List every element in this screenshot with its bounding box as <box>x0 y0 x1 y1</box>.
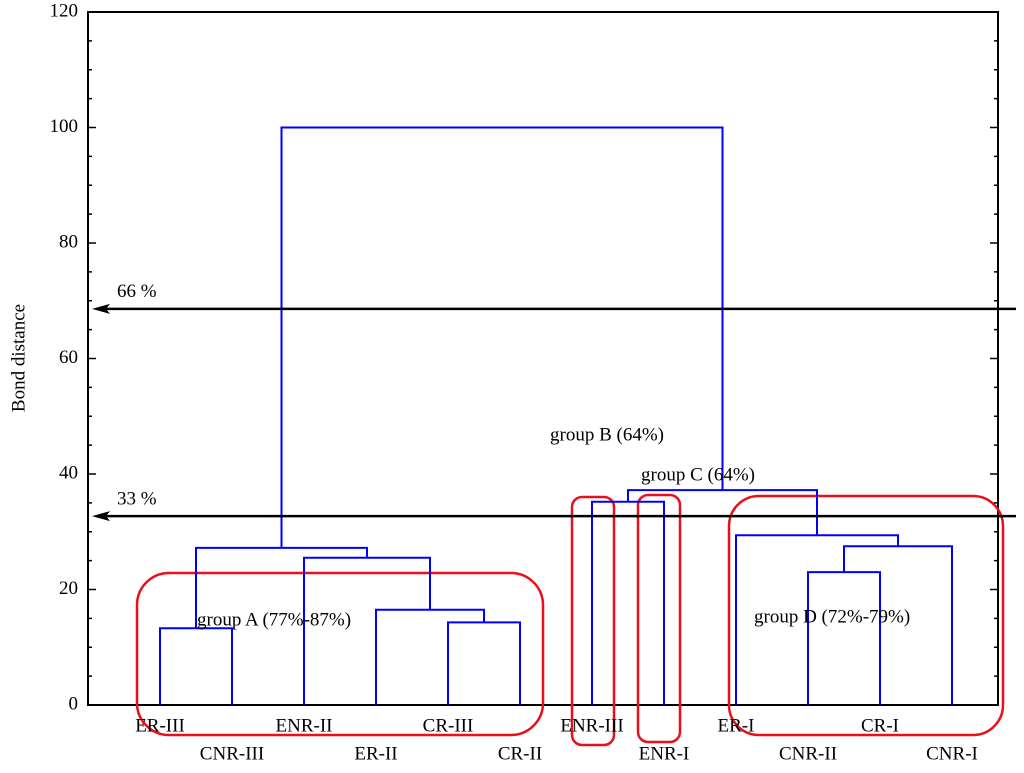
y-tick-label: 120 <box>50 0 79 21</box>
link <box>843 545 953 705</box>
link <box>375 608 485 705</box>
link <box>303 556 431 705</box>
y-tick-label: 20 <box>59 578 78 599</box>
leaf-label: CNR-I <box>926 743 978 764</box>
annotation: group C (64%) <box>641 464 755 485</box>
leaf-label: CNR-III <box>200 743 264 764</box>
link <box>447 621 521 705</box>
annotation: group B (64%) <box>550 424 664 445</box>
leaf-label: CNR-II <box>779 743 837 764</box>
group-box <box>135 571 545 737</box>
leaf-label: CR-III <box>423 715 474 736</box>
group-box <box>636 493 682 744</box>
leaf-label: ER-I <box>718 715 755 736</box>
link <box>159 627 233 705</box>
y-tick-label: 100 <box>50 116 79 137</box>
arrow-head <box>92 511 110 522</box>
leaf-label: ER-II <box>354 743 397 764</box>
cut-label: 66 % <box>117 281 157 302</box>
leaf-label: CR-II <box>498 743 542 764</box>
annotation: group D (72%-79%) <box>754 606 910 627</box>
link <box>807 571 881 705</box>
group-box <box>727 494 1005 737</box>
y-axis-label: Bond distance <box>8 304 29 412</box>
y-tick-label: 0 <box>69 693 79 714</box>
group-box <box>570 495 616 747</box>
leaf-label: ENR-I <box>639 743 690 764</box>
y-tick-label: 40 <box>59 462 78 483</box>
y-tick-label: 60 <box>59 347 78 368</box>
link <box>591 500 665 705</box>
leaf-label: ENR-III <box>560 715 623 736</box>
arrow-head <box>92 303 110 314</box>
annotation: group A (77%-87%) <box>197 609 351 630</box>
cut-label: 33 % <box>117 489 157 510</box>
leaf-label: ENR-II <box>276 715 333 736</box>
leaf-label: CR-I <box>861 715 899 736</box>
leaf-label: ER-III <box>135 715 185 736</box>
y-tick-label: 80 <box>59 231 78 252</box>
